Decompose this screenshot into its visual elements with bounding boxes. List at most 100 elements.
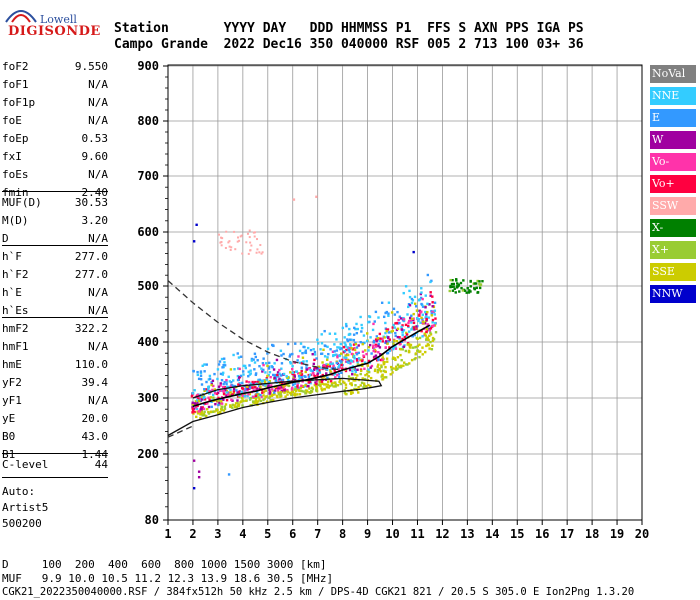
echo-point [236, 391, 239, 394]
echo-point [199, 397, 202, 401]
echo-point [242, 364, 245, 367]
echo-point [413, 302, 417, 305]
echo-point [408, 316, 412, 320]
echo-point [276, 371, 280, 374]
param-row: foF1p N/A [2, 96, 108, 114]
echo-point [277, 375, 280, 378]
echo-point [353, 387, 356, 391]
echo-point [209, 396, 213, 399]
echo-point [354, 370, 357, 374]
echo-point [236, 240, 239, 243]
echo-point [403, 361, 406, 364]
param-label: yF2 [2, 376, 22, 389]
echo-point [386, 328, 390, 331]
echo-point [225, 380, 228, 383]
echo-point [213, 390, 217, 393]
param-value: N/A [88, 394, 108, 407]
echo-point [300, 373, 304, 376]
echo-point [223, 386, 227, 389]
echo-point [191, 411, 194, 414]
echo-point [293, 381, 296, 385]
echo-point [421, 317, 424, 321]
echo-point [260, 367, 263, 370]
echo-point [406, 363, 409, 366]
echo-point [305, 360, 308, 363]
echo-point [219, 384, 222, 387]
echo-point [225, 382, 228, 386]
echo-point [333, 369, 336, 372]
echo-point [339, 378, 342, 382]
echo-point [232, 353, 235, 357]
echo-point [404, 349, 408, 353]
param-row: B0 43.0 [2, 430, 108, 448]
echo-point [237, 404, 240, 408]
echo-point [230, 246, 233, 249]
echo-point [412, 326, 416, 329]
echo-point [349, 343, 352, 346]
echo-point [259, 385, 262, 388]
echo-point [231, 384, 234, 387]
echo-point [374, 354, 378, 357]
echo-point [238, 367, 241, 371]
echo-point [245, 380, 248, 383]
echo-point [254, 231, 257, 234]
echo-point [217, 363, 221, 366]
echo-point [225, 394, 228, 397]
echo-point [230, 381, 233, 384]
echo-point [354, 384, 357, 387]
echo-point [229, 388, 232, 392]
legend-item-x: X+ [650, 241, 696, 259]
echo-point [430, 314, 434, 317]
echo-point [394, 322, 397, 325]
echo-point [368, 343, 372, 347]
param-label: B0 [2, 430, 16, 443]
echo-point [256, 238, 259, 241]
echo-point [401, 324, 404, 327]
echo-point [372, 349, 375, 353]
echo-point [351, 360, 355, 363]
echo-point [237, 403, 241, 406]
echo-point [395, 365, 398, 368]
echo-point [212, 384, 215, 388]
echo-point [424, 350, 427, 354]
echo-point [431, 344, 434, 347]
echo-point [267, 373, 270, 377]
echo-point [419, 311, 422, 314]
echo-point [202, 402, 206, 406]
echo-point [361, 377, 364, 380]
echo-point [302, 390, 305, 393]
echo-point [428, 329, 432, 332]
echo-point [247, 380, 251, 384]
param-label: foF1p [2, 96, 36, 109]
echo-point [357, 386, 360, 389]
echo-point [335, 361, 339, 365]
echo-point [367, 359, 371, 363]
echo-point [297, 386, 300, 390]
echo-point [319, 348, 322, 351]
x-tick-label: 2 [189, 527, 196, 541]
echo-point [216, 400, 219, 403]
echo-point [355, 322, 358, 326]
param-row: hmF2 322.2 [2, 322, 108, 340]
echo-point [210, 383, 213, 387]
echo-point [431, 339, 435, 342]
echo-point [279, 391, 283, 394]
echo-point [413, 328, 416, 331]
echo-point [294, 342, 297, 345]
echo-point [297, 372, 300, 375]
echo-point [191, 407, 195, 410]
chart-axes: 1 2 3 4 5 6 7 8 9 10 11 12 13 14 15 16 17 18 19 20802003004… [137, 59, 649, 541]
echo-point [413, 333, 416, 337]
echo-point [421, 346, 424, 349]
echo-point [462, 279, 465, 282]
echo-point [423, 333, 426, 337]
echo-point [384, 376, 388, 379]
echo-point [273, 389, 277, 392]
param-label: foEs [2, 168, 29, 181]
echo-point [292, 377, 295, 381]
echo-point [357, 357, 361, 360]
echo-point [295, 387, 299, 391]
echo-point [326, 376, 329, 379]
echo-point [249, 372, 252, 375]
echo-point [254, 399, 258, 403]
